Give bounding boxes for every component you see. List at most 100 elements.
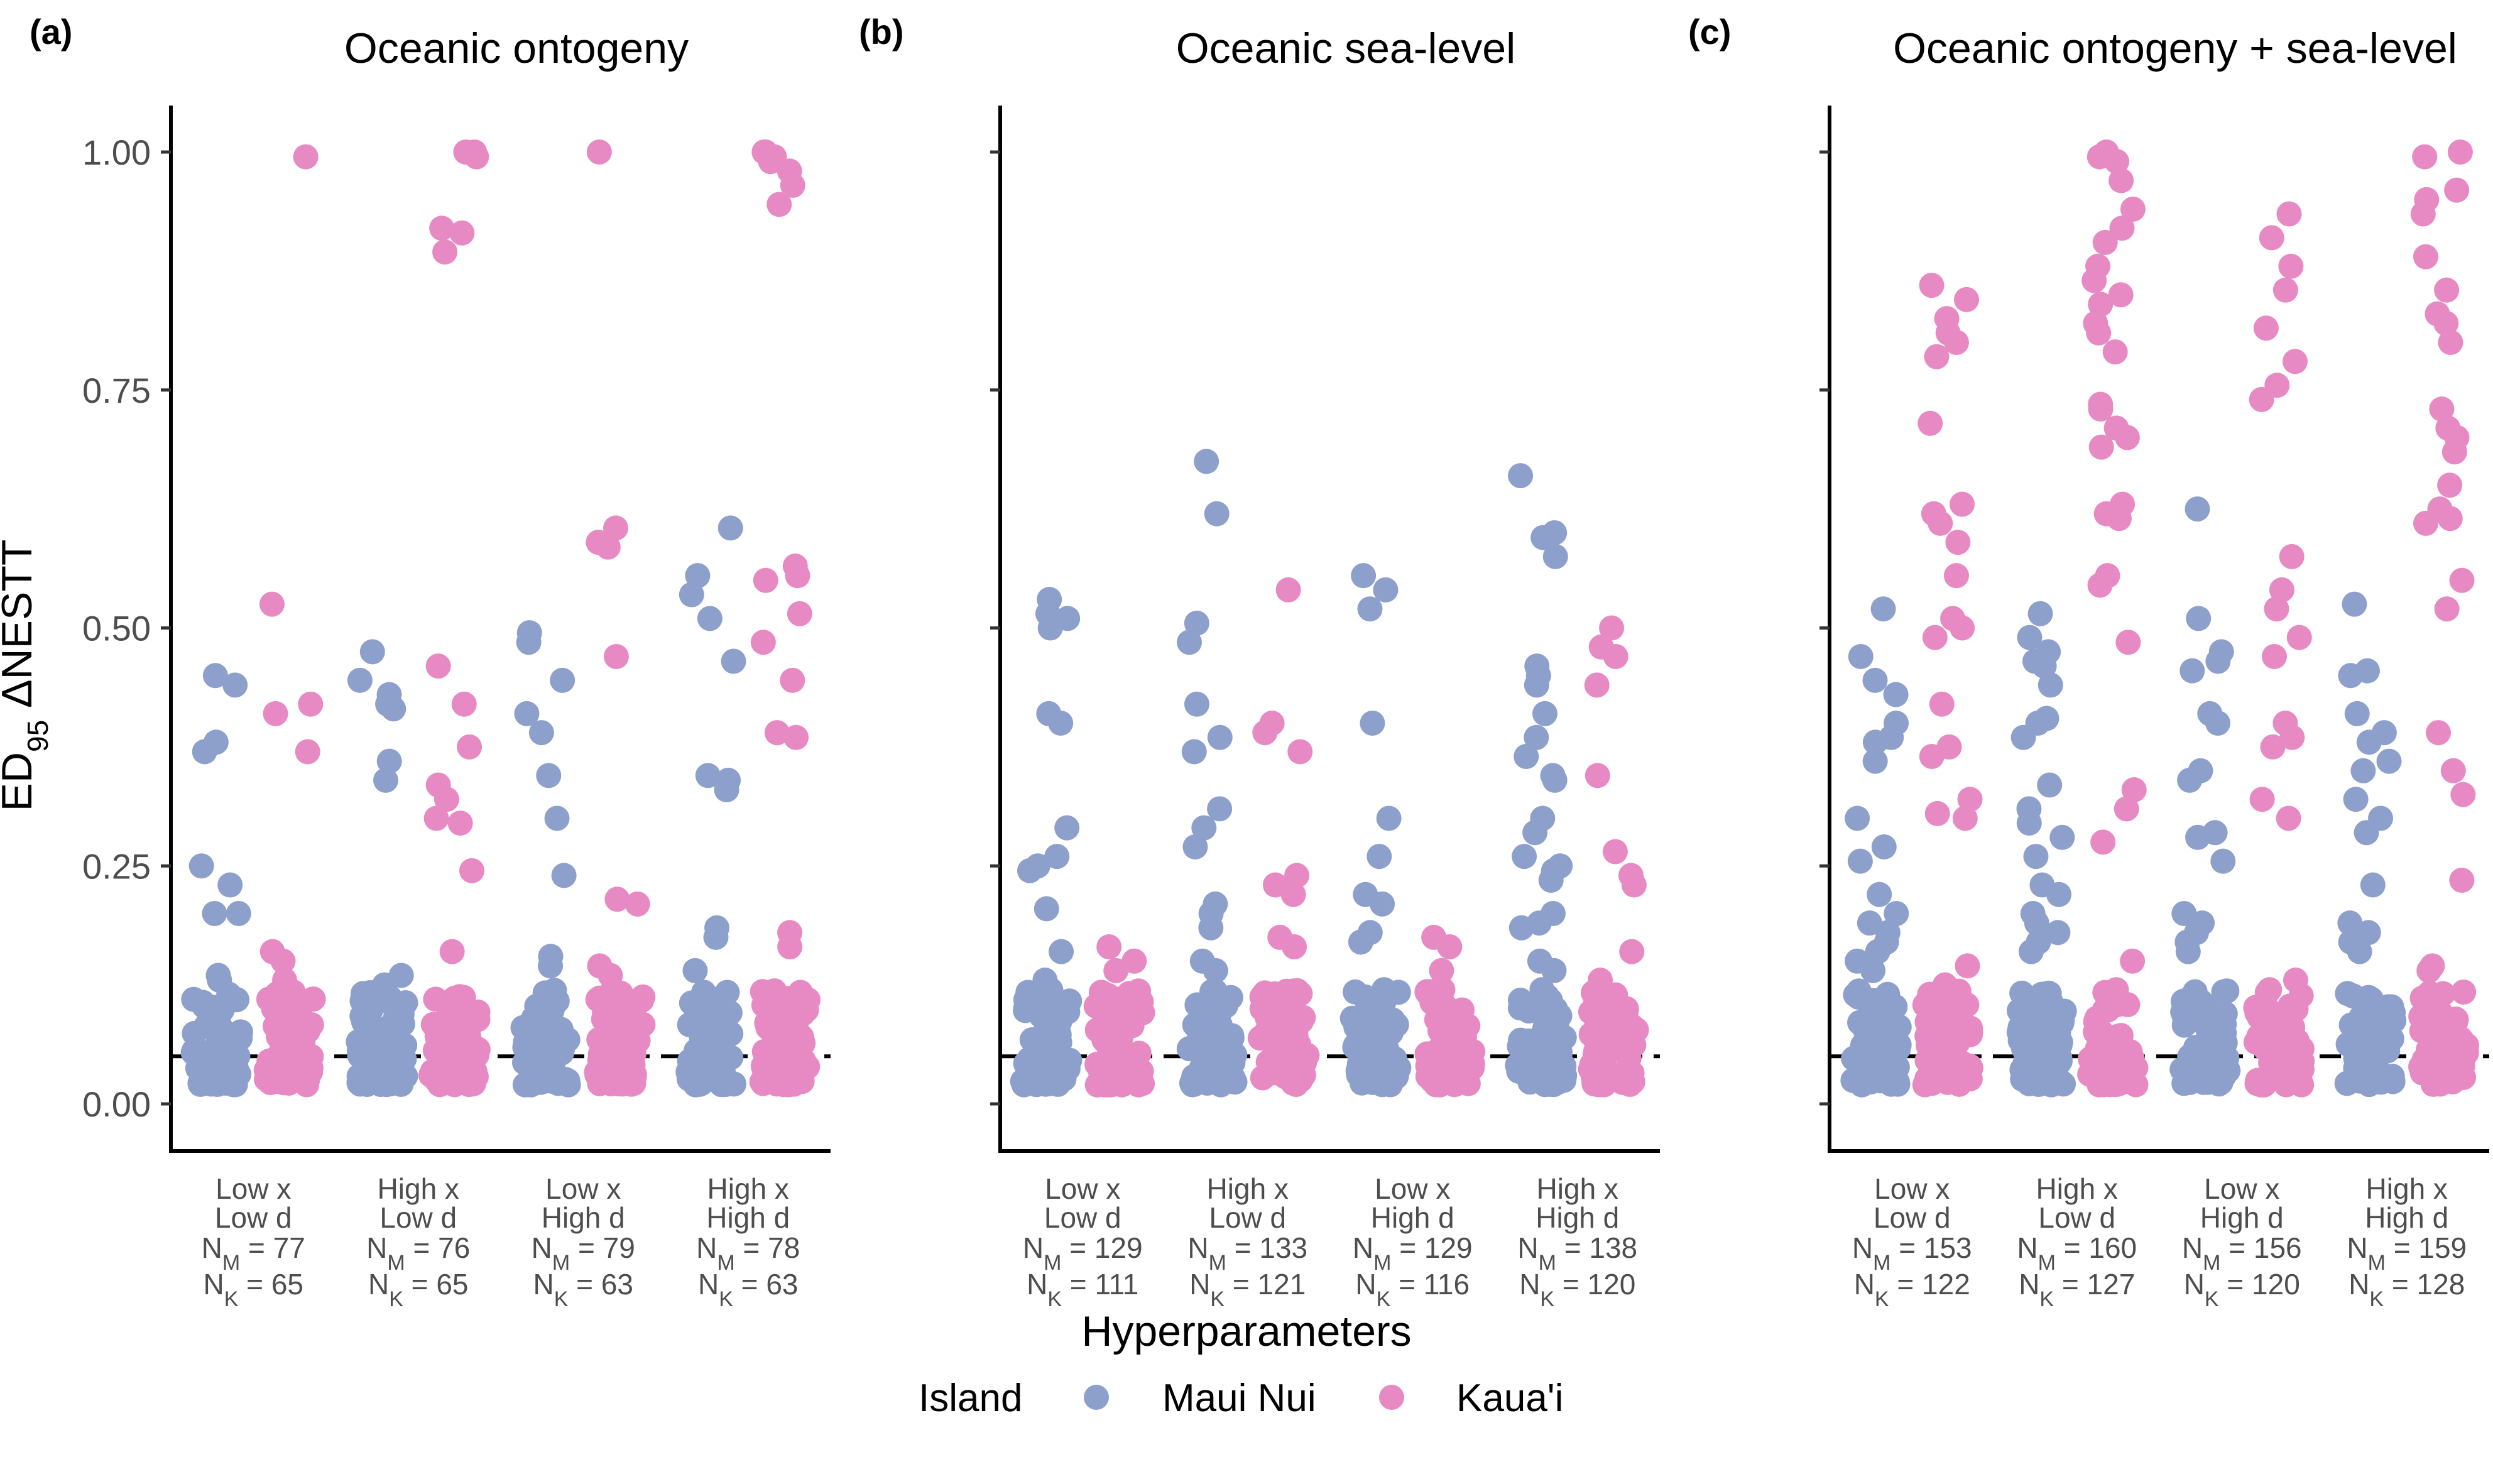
point-kauai: [1274, 986, 1299, 1012]
x-tick-label-nm: NM = 138: [1517, 1231, 1637, 1275]
point-maui-nui: [1194, 449, 1219, 474]
point-kauai: [425, 653, 451, 679]
point-kauai: [2283, 968, 2308, 993]
point-kauai: [1602, 839, 1628, 865]
point-kauai: [1922, 625, 1948, 650]
point-kauai: [1943, 563, 1969, 589]
point-maui-nui: [1373, 577, 1399, 603]
panel-label: (b): [859, 12, 904, 52]
point-maui-nui: [1360, 711, 1385, 736]
point-kauai: [2077, 1046, 2103, 1072]
point-maui-nui: [373, 767, 398, 793]
point-maui-nui: [1524, 672, 1549, 698]
point-maui-nui: [1049, 939, 1074, 964]
panel-title: Oceanic ontogeny + sea-level: [1893, 25, 2457, 72]
x-tick-label-nk: NK = 63: [533, 1268, 633, 1311]
group-1: [180, 144, 326, 1098]
point-maui-nui: [1848, 1039, 1874, 1065]
point-kauai: [1917, 410, 1943, 436]
point-maui-nui: [2343, 787, 2369, 812]
point-kauai: [423, 805, 449, 831]
x-tick-label-line1: Low x: [1045, 1172, 1120, 1205]
point-maui-nui: [2036, 981, 2062, 1007]
point-kauai: [1585, 763, 1610, 788]
point-maui-nui: [1530, 525, 1556, 550]
point-maui-nui: [2027, 601, 2053, 626]
point-maui-nui: [686, 1037, 712, 1063]
point-maui-nui: [701, 993, 726, 1019]
legend-title: Island: [919, 1377, 1022, 1420]
x-tick-label-nk: NK = 65: [203, 1268, 303, 1311]
point-kauai: [1954, 992, 1980, 1018]
x-tick-label-line1: High x: [2366, 1172, 2448, 1205]
point-maui-nui: [1845, 805, 1870, 831]
point-maui-nui: [2031, 653, 2057, 679]
point-maui-nui: [181, 986, 207, 1012]
point-kauai: [2102, 339, 2128, 365]
point-kauai: [1275, 577, 1301, 603]
point-maui-nui: [350, 981, 376, 1007]
point-maui-nui: [1508, 463, 1534, 489]
point-maui-nui: [697, 606, 723, 631]
point-maui-nui: [2026, 1072, 2051, 1098]
point-maui-nui: [2360, 1008, 2386, 1034]
point-maui-nui: [536, 763, 562, 788]
point-maui-nui: [200, 1013, 226, 1039]
point-kauai: [750, 630, 776, 655]
x-tick-label-line1: High x: [707, 1172, 789, 1205]
point-kauai: [1104, 986, 1130, 1012]
point-kauai: [2438, 330, 2463, 355]
point-kauai: [2114, 425, 2140, 450]
point-maui-nui: [1184, 691, 1209, 717]
point-kauai: [2441, 439, 2467, 465]
point-kauai: [593, 1054, 619, 1079]
point-maui-nui: [2045, 920, 2071, 946]
x-tick-label-nm: NM = 78: [696, 1231, 800, 1275]
point-kauai: [2257, 977, 2283, 1003]
point-kauai: [2264, 596, 2289, 622]
point-kauai: [2086, 320, 2112, 346]
point-maui-nui: [1862, 748, 1888, 774]
point-kauai: [429, 216, 455, 241]
point-maui-nui: [1522, 820, 1548, 846]
point-maui-nui: [1871, 834, 1897, 859]
point-maui-nui: [216, 1067, 242, 1093]
group-2: [346, 139, 491, 1098]
point-kauai: [2412, 144, 2438, 170]
point-maui-nui: [2211, 979, 2237, 1005]
x-tick-label-nm: NM = 129: [1353, 1231, 1473, 1275]
point-kauai: [2253, 315, 2279, 341]
y-axis-title-main: ED: [0, 752, 41, 811]
point-kauai: [2088, 434, 2114, 460]
point-maui-nui: [528, 720, 554, 746]
point-kauai: [1929, 691, 1955, 717]
point-kauai: [298, 691, 324, 717]
point-maui-nui: [2185, 824, 2211, 850]
point-kauai: [2444, 177, 2470, 203]
point-maui-nui: [1218, 1067, 1244, 1093]
point-maui-nui: [703, 924, 729, 950]
point-kauai: [753, 567, 778, 593]
point-maui-nui: [381, 696, 406, 722]
point-kauai: [1919, 273, 1945, 298]
point-maui-nui: [2335, 981, 2360, 1007]
point-maui-nui: [1874, 1030, 1900, 1056]
point-kauai: [588, 1029, 614, 1055]
point-maui-nui: [2047, 1032, 2073, 1057]
x-tick-label-line1: High x: [378, 1172, 459, 1205]
point-maui-nui: [1875, 981, 1901, 1007]
point-maui-nui: [2186, 606, 2212, 631]
point-maui-nui: [535, 1044, 560, 1070]
point-kauai: [595, 534, 621, 560]
point-kauai: [1272, 1064, 1298, 1089]
point-kauai: [263, 701, 288, 726]
point-maui-nui: [1512, 844, 1537, 870]
point-kauai: [603, 643, 629, 669]
point-kauai: [2413, 510, 2438, 536]
point-kauai: [2429, 396, 2455, 422]
group-2: [1176, 449, 1320, 1098]
point-kauai: [794, 997, 819, 1023]
point-maui-nui: [1380, 1007, 1405, 1033]
point-maui-nui: [222, 672, 248, 698]
point-maui-nui: [2046, 881, 2072, 907]
